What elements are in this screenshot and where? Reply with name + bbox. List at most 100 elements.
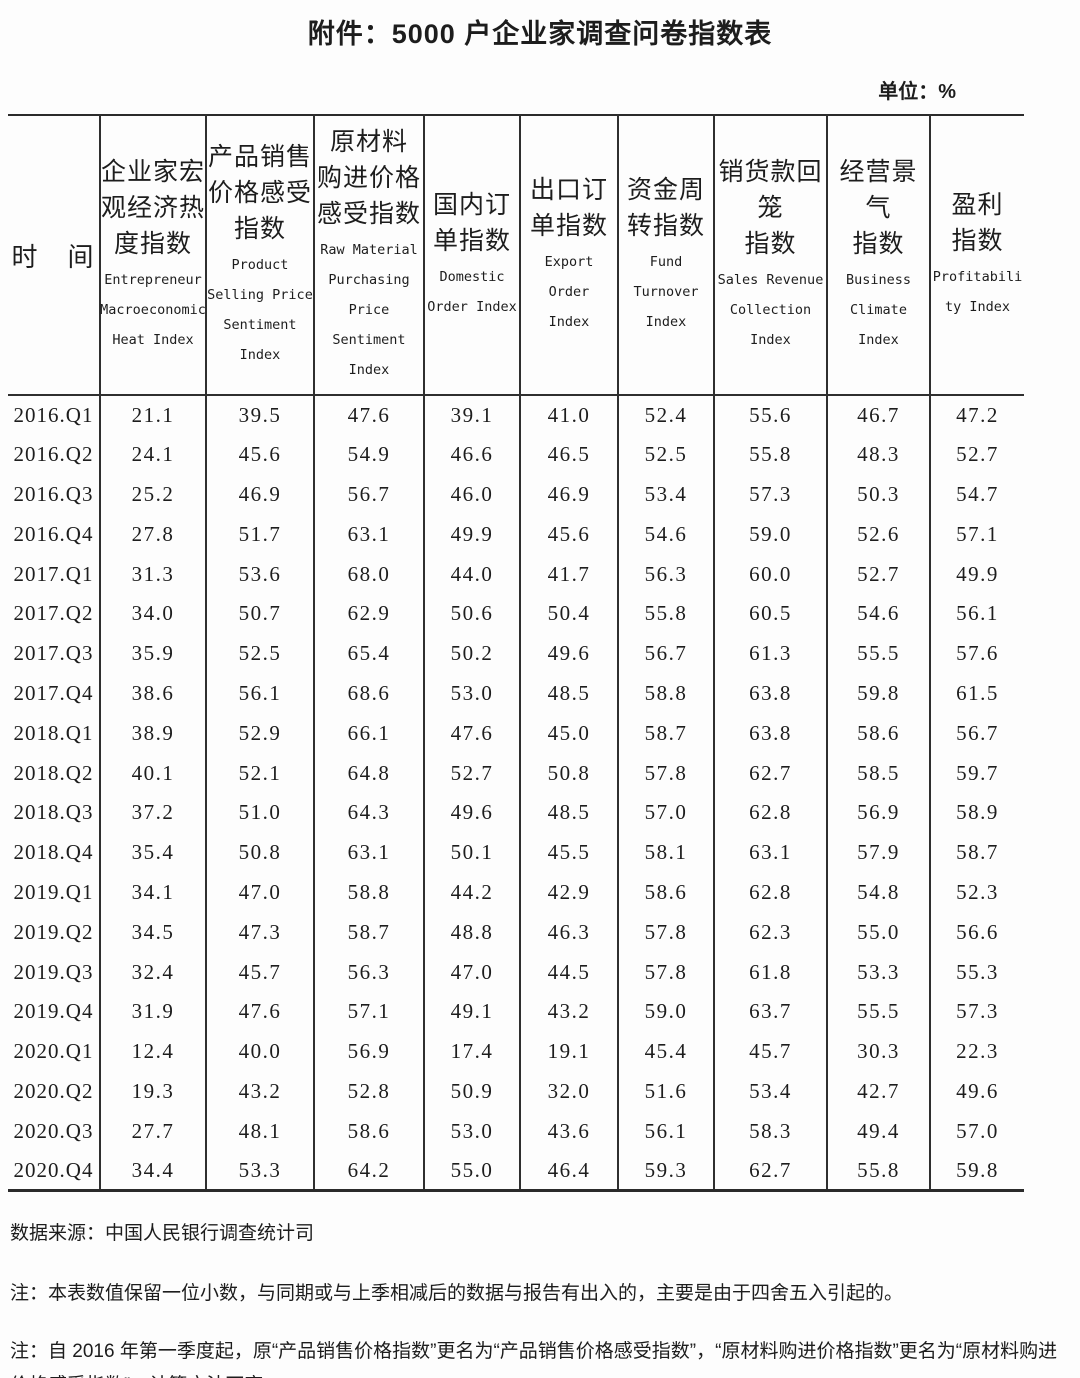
value-cell: 59.3	[618, 1151, 715, 1191]
value-cell: 63.7	[714, 991, 828, 1032]
table-row: 2016.Q2 24.1 45.6 54.9 46.6 46.5 52.5 55.8 48.3 5…	[8, 434, 1024, 475]
value-cell: 22.3	[956, 1039, 999, 1064]
value-cell: 43.2	[206, 1071, 315, 1112]
value-cell: 55.0	[827, 912, 931, 953]
value-cell: 45.6	[520, 514, 619, 555]
value-cell: 41.0	[520, 395, 619, 435]
time-header-label: 时 间	[11, 242, 96, 272]
value-cell: 62.3	[714, 912, 828, 953]
value-cell: 58.6	[314, 1111, 425, 1152]
value-cell: 24.1	[100, 434, 207, 475]
value-cell: 53.3	[206, 1151, 315, 1191]
table-row: 2018.Q2 40.1 52.1 64.8 52.7 50.8 57.8 62.7 58.5 5…	[8, 753, 1024, 793]
period-cell: 2020.Q1	[8, 1031, 101, 1072]
table-row: 2017.Q2 34.0 50.7 62.9 50.6 50.4 55.8 60.5 54.6 5…	[8, 593, 1024, 634]
value-cell: 48.5	[520, 792, 619, 833]
header-zh-label: 盈利 指数	[951, 192, 1004, 255]
table-row: 2017.Q3 35.9 52.5 65.4 50.2 49.6 56.7 61.3 55.5 5…	[8, 633, 1024, 674]
value-cell: 59.8	[827, 673, 931, 714]
value-cell: 32.4	[100, 952, 207, 992]
index-table: 时 间 企业家宏 观经济热 度指数 Entrepreneur Macroecono…	[8, 114, 1024, 1193]
value-cell: 45.7	[714, 1031, 828, 1072]
value-cell: 52.7	[827, 554, 931, 594]
header-en-label: Fund Turnover Index	[633, 254, 699, 330]
header-en-label: Export Order Index	[544, 254, 594, 330]
value-cell: 62.7	[714, 1151, 828, 1191]
value-cell: 59.8	[956, 1157, 999, 1182]
value-cell: 53.4	[714, 1071, 828, 1112]
value-cell: 56.3	[314, 952, 425, 992]
value-cell: 55.5	[827, 991, 931, 1032]
period-cell: 2019.Q3	[8, 952, 101, 992]
value-cell: 46.3	[520, 912, 619, 953]
value-cell: 12.4	[100, 1031, 207, 1072]
value-cell: 46.9	[520, 474, 619, 515]
value-cell: 45.0	[520, 713, 619, 754]
value-cell: 62.7	[714, 753, 828, 793]
header-zh-label: 销货款回 笼 指数	[718, 159, 823, 258]
header-zh-label: 出口订 单指数	[529, 177, 608, 240]
header-cell-4: 出口订 单指数 Export Order Index	[520, 115, 619, 396]
period-cell: 2016.Q4	[8, 514, 101, 555]
table-row: 2016.Q4 27.8 51.7 63.1 49.9 45.6 54.6 59.0 52.6 5…	[8, 514, 1024, 555]
value-cell: 47.6	[314, 395, 425, 435]
value-cell: 52.6	[827, 514, 931, 555]
value-cell: 51.6	[618, 1071, 715, 1112]
value-cell: 47.2	[956, 402, 999, 427]
value-cell: 56.9	[314, 1031, 425, 1072]
value-cell: 49.1	[424, 991, 521, 1032]
value-cell: 57.3	[714, 474, 828, 515]
value-cell: 40.0	[206, 1031, 315, 1072]
value-cell: 55.8	[618, 593, 715, 634]
period-cell: 2017.Q1	[8, 554, 101, 594]
value-cell: 55.8	[714, 434, 828, 475]
value-cell: 56.1	[956, 601, 999, 626]
value-cell: 30.3	[827, 1031, 931, 1072]
value-cell: 44.0	[424, 554, 521, 594]
value-cell: 34.4	[100, 1151, 207, 1191]
value-cell: 51.0	[206, 792, 315, 833]
value-cell: 55.5	[827, 633, 931, 674]
period-cell: 2016.Q3	[8, 474, 101, 515]
table-header: 时 间 企业家宏 观经济热 度指数 Entrepreneur Macroecono…	[8, 115, 1024, 396]
value-cell: 50.8	[520, 753, 619, 793]
value-cell: 58.6	[618, 872, 715, 913]
value-cell: 17.4	[424, 1031, 521, 1072]
value-cell: 64.2	[314, 1151, 425, 1191]
value-cell: 19.3	[100, 1071, 207, 1112]
header-cell-5: 资金周 转指数 Fund Turnover Index	[618, 115, 715, 396]
value-cell: 58.7	[956, 840, 999, 865]
period-cell: 2018.Q1	[8, 713, 101, 754]
value-cell: 63.1	[314, 514, 425, 555]
value-cell: 56.3	[618, 554, 715, 594]
value-cell: 44.5	[520, 952, 619, 992]
value-cell: 57.9	[827, 832, 931, 873]
value-cell: 68.6	[314, 673, 425, 714]
period-cell: 2018.Q3	[8, 792, 101, 833]
header-cell-0: 企业家宏 观经济热 度指数 Entrepreneur Macroeconomic …	[100, 115, 207, 396]
value-cell: 58.8	[618, 673, 715, 714]
header-cell-8: 盈利 指数 Profitabili ty Index	[930, 115, 1024, 396]
table-row: 2018.Q4 35.4 50.8 63.1 50.1 45.5 58.1 63.1 57.9 5…	[8, 832, 1024, 873]
value-cell: 41.7	[520, 554, 619, 594]
value-cell: 66.1	[314, 713, 425, 754]
table-row: 2019.Q4 31.9 47.6 57.1 49.1 43.2 59.0 63.7 55.5 5…	[8, 991, 1024, 1032]
value-cell: 57.3	[956, 999, 999, 1024]
value-cell: 56.7	[314, 474, 425, 515]
value-cell: 49.9	[424, 514, 521, 555]
period-cell: 2018.Q2	[8, 753, 101, 793]
value-cell: 65.4	[314, 633, 425, 674]
value-cell: 48.3	[827, 434, 931, 475]
value-cell: 47.6	[424, 713, 521, 754]
table-row: 2018.Q3 37.2 51.0 64.3 49.6 48.5 57.0 62.8 56.9 5…	[8, 792, 1024, 833]
value-cell: 61.3	[714, 633, 828, 674]
header-cell-6: 销货款回 笼 指数 Sales Revenue Collection Index	[714, 115, 828, 396]
value-cell: 47.6	[206, 991, 315, 1032]
value-cell: 58.1	[618, 832, 715, 873]
table-row: 2019.Q2 34.5 47.3 58.7 48.8 46.3 57.8 62.3 55.0 5…	[8, 912, 1024, 953]
table-row: 2018.Q1 38.9 52.9 66.1 47.6 45.0 58.7 63.8 58.6 5…	[8, 713, 1024, 754]
period-cell: 2019.Q2	[8, 912, 101, 953]
table-row: 2017.Q4 38.6 56.1 68.6 53.0 48.5 58.8 63.8 59.8 6…	[8, 673, 1024, 714]
value-cell: 58.7	[618, 713, 715, 754]
value-cell: 50.6	[424, 593, 521, 634]
